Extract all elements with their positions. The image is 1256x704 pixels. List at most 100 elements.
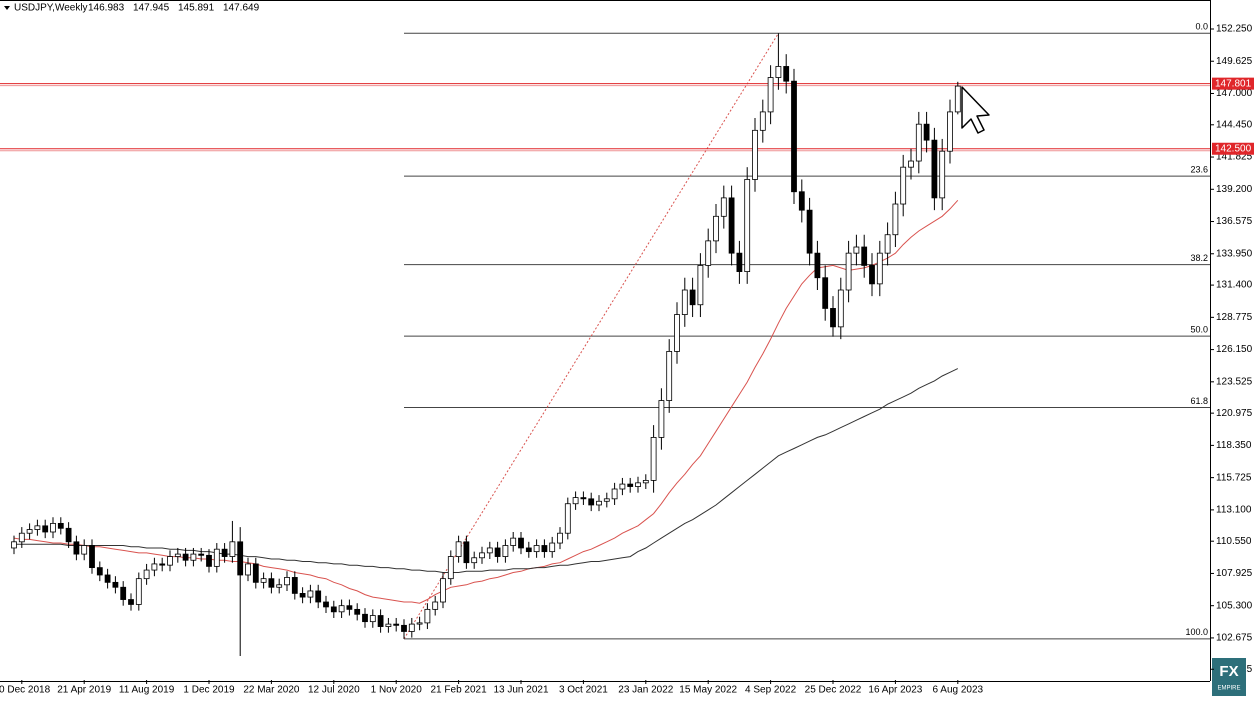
candle-body — [549, 542, 556, 553]
header-value: 145.891 — [178, 3, 215, 14]
candle-body — [830, 308, 836, 328]
candle-body — [323, 601, 329, 608]
candle-body — [245, 563, 251, 576]
candle-body — [869, 265, 875, 285]
candle-body — [408, 623, 415, 632]
candle-body — [798, 191, 805, 211]
y-tick-label: 139.200 — [1216, 184, 1253, 195]
candle-body — [580, 497, 587, 500]
candle-body — [284, 577, 290, 586]
candle-body — [369, 615, 376, 623]
candle-body — [837, 289, 844, 328]
candle-body — [167, 556, 173, 566]
candle-body — [299, 593, 306, 598]
x-tick-label: 1 Nov 2020 — [371, 685, 423, 696]
candle-body — [674, 314, 680, 352]
candle-body — [908, 160, 914, 168]
candle-body — [229, 541, 236, 557]
candle-body — [728, 197, 735, 254]
candle-body — [939, 150, 946, 199]
y-tick-label: 115.725 — [1216, 472, 1252, 483]
fib-trend-line — [403, 33, 779, 640]
candle-body — [416, 622, 423, 625]
candle-body — [954, 85, 961, 113]
candle-body — [432, 601, 439, 610]
candle-body — [736, 252, 743, 272]
candle-body — [377, 615, 384, 627]
candle-body — [705, 240, 712, 266]
x-tick-label: 12 Jul 2020 — [308, 685, 360, 696]
candle-body — [947, 111, 953, 152]
candle-body — [697, 265, 704, 306]
candle-body — [635, 482, 641, 487]
candle-body — [564, 503, 571, 534]
x-tick-label: 22 Mar 2020 — [243, 685, 300, 696]
x-tick-label: 23 Jan 2022 — [618, 685, 673, 696]
price-tag-label: 142.500 — [1215, 143, 1252, 154]
x-tick-label: 21 Feb 2021 — [431, 685, 488, 696]
candle-body — [892, 203, 899, 236]
candle-body — [385, 623, 392, 627]
candle-body — [135, 578, 142, 605]
candle-body — [268, 578, 275, 588]
candle-body — [424, 608, 431, 624]
candle-body — [588, 498, 595, 506]
candle-body — [915, 123, 922, 162]
candle-body — [775, 66, 782, 78]
candle-body — [822, 277, 829, 309]
symbol-title: USDJPY,Weekly — [14, 3, 88, 14]
menu-arrow[interactable] — [4, 6, 10, 10]
candle-body — [455, 541, 462, 557]
candle-body — [26, 529, 33, 534]
y-tick-label: 126.150 — [1216, 344, 1253, 355]
candle-body — [96, 567, 103, 576]
candle-body — [658, 400, 665, 438]
mouse-cursor — [961, 86, 990, 134]
candle-body — [572, 497, 579, 505]
fib-label: 23.6 — [1190, 165, 1208, 175]
x-tick-label: 25 Dec 2022 — [805, 685, 862, 696]
candle-body — [213, 548, 220, 567]
fib-label: 100.0 — [1185, 627, 1208, 637]
candle-body — [159, 563, 166, 566]
candle-body — [276, 584, 283, 588]
y-tick-label: 102.675 — [1216, 633, 1253, 644]
header-value: 147.649 — [223, 3, 260, 14]
candle-body — [783, 66, 790, 82]
fib-label: 61.8 — [1190, 396, 1208, 406]
candle-body — [619, 483, 626, 490]
candle-body — [666, 351, 673, 401]
y-tick-label: 128.775 — [1216, 312, 1253, 323]
candle-body — [759, 111, 766, 131]
plot-area: 0.0 23.6 38.2 50.0 61.8 100.0 — [0, 22, 1210, 657]
candle-body — [744, 179, 751, 272]
candle-body — [291, 577, 298, 594]
candle-body — [486, 547, 493, 554]
y-tick-label: 141.825 — [1216, 152, 1253, 163]
x-tick-label: 21 Apr 2019 — [57, 685, 111, 696]
y-tick-label: 152.250 — [1216, 24, 1253, 35]
fib-label: 0.0 — [1195, 22, 1208, 32]
candle-body — [18, 532, 25, 543]
header-value: 147.945 — [133, 3, 170, 14]
candle-body — [330, 606, 337, 613]
y-tick-label: 120.975 — [1216, 408, 1253, 419]
candle-body — [190, 553, 197, 561]
candle-body — [650, 437, 657, 481]
candle-body — [603, 498, 610, 502]
candle-body — [845, 252, 852, 291]
candle-body — [354, 608, 361, 615]
candle-body — [463, 541, 470, 564]
y-tick-label: 113.100 — [1216, 505, 1252, 516]
x-tick-label: 4 Sep 2022 — [745, 685, 797, 696]
candle-body — [502, 545, 509, 557]
candle-body — [11, 541, 17, 549]
logo-main: FX — [1219, 663, 1238, 680]
candle-body — [494, 547, 501, 557]
candle-body — [198, 553, 205, 556]
candle-body — [143, 569, 150, 580]
candle-body — [65, 527, 72, 543]
candle-body — [510, 537, 517, 546]
candle-body — [104, 574, 111, 583]
